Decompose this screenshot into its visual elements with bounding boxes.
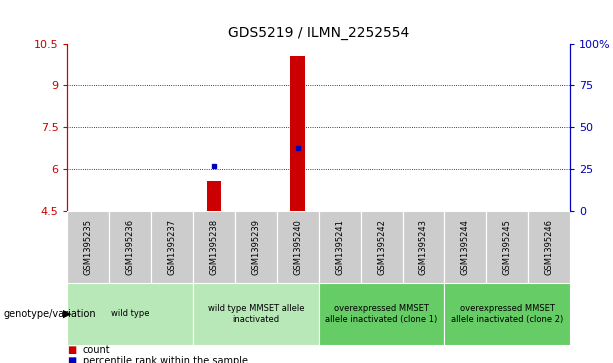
- Text: GSM1395239: GSM1395239: [251, 219, 261, 275]
- Text: overexpressed MMSET
allele inactivated (clone 1): overexpressed MMSET allele inactivated (…: [326, 304, 438, 324]
- Bar: [193, 283, 319, 345]
- Text: GSM1395241: GSM1395241: [335, 219, 345, 275]
- Text: GSM1395244: GSM1395244: [461, 219, 470, 275]
- Text: GSM1395240: GSM1395240: [293, 219, 302, 275]
- Bar: [67, 283, 193, 345]
- Text: GSM1395237: GSM1395237: [167, 219, 177, 275]
- Text: ▶: ▶: [63, 309, 71, 319]
- Text: GSM1395245: GSM1395245: [503, 219, 512, 275]
- Bar: [444, 283, 570, 345]
- Bar: [235, 211, 277, 283]
- Bar: [403, 211, 444, 283]
- Text: ■: ■: [67, 345, 77, 355]
- Bar: [207, 181, 221, 211]
- Bar: [486, 211, 528, 283]
- Text: count: count: [83, 345, 110, 355]
- Bar: [528, 211, 570, 283]
- Text: ■: ■: [67, 356, 77, 363]
- Title: GDS5219 / ILMN_2252554: GDS5219 / ILMN_2252554: [228, 26, 409, 40]
- Bar: [109, 211, 151, 283]
- Bar: [319, 211, 360, 283]
- Text: wild type: wild type: [111, 310, 150, 318]
- Text: GSM1395235: GSM1395235: [84, 219, 93, 275]
- Text: GSM1395246: GSM1395246: [544, 219, 554, 275]
- Bar: [291, 56, 305, 211]
- Text: wild type MMSET allele
inactivated: wild type MMSET allele inactivated: [208, 304, 304, 324]
- Bar: [193, 211, 235, 283]
- Bar: [319, 283, 444, 345]
- Bar: [360, 211, 403, 283]
- Bar: [277, 211, 319, 283]
- Text: GSM1395242: GSM1395242: [377, 219, 386, 275]
- Bar: [67, 211, 109, 283]
- Bar: [151, 211, 193, 283]
- Text: genotype/variation: genotype/variation: [3, 309, 96, 319]
- Bar: [444, 211, 486, 283]
- Text: GSM1395243: GSM1395243: [419, 219, 428, 275]
- Text: overexpressed MMSET
allele inactivated (clone 2): overexpressed MMSET allele inactivated (…: [451, 304, 563, 324]
- Text: GSM1395236: GSM1395236: [126, 219, 135, 275]
- Text: percentile rank within the sample: percentile rank within the sample: [83, 356, 248, 363]
- Text: GSM1395238: GSM1395238: [210, 219, 219, 275]
